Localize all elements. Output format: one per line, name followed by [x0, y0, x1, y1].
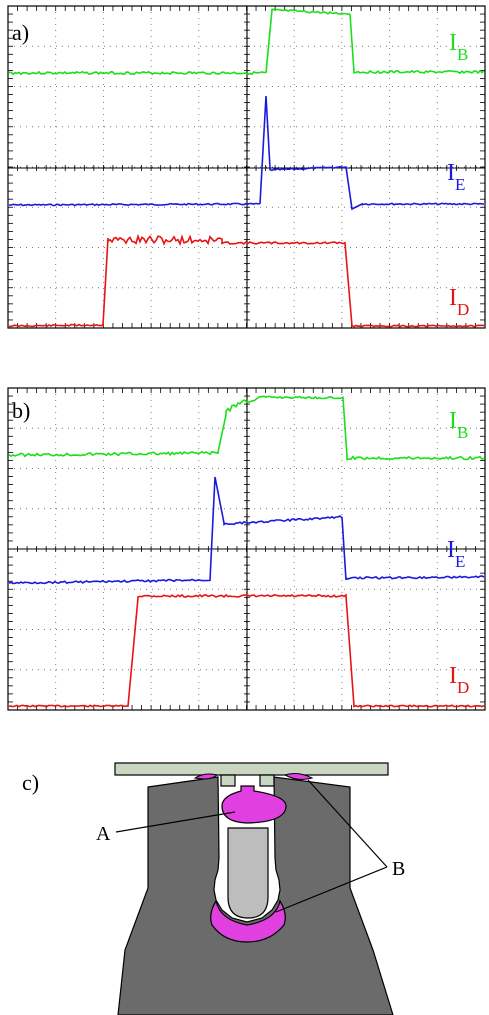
- panel-b-ib-label: IB: [449, 408, 468, 442]
- callout-a-line: [115, 811, 236, 833]
- callout-a-text: A: [96, 823, 111, 845]
- panel-b: b) IB IE ID: [7, 387, 486, 711]
- panel-a-traces: [8, 8, 485, 328]
- plasma-spot-right: [283, 773, 314, 780]
- inner-electrode: [227, 827, 269, 919]
- plasma-spot-left: [193, 773, 219, 780]
- panel-a-trace-id: [8, 233, 485, 328]
- panel-b-trace-ib: [8, 395, 485, 461]
- panel-b-grid: [7, 387, 486, 711]
- panel-a-label: a): [12, 20, 29, 45]
- panel-c: c) A B: [22, 762, 405, 1015]
- panel-c-label: c): [22, 770, 39, 795]
- panel-a-ib-label: IB: [449, 30, 468, 64]
- plasma-crescent: [210, 899, 286, 943]
- callout-b-text: B: [392, 858, 405, 880]
- panel-a-trace-ib: [8, 8, 485, 76]
- panel-b-id-label: ID: [449, 663, 469, 697]
- plate-lip-left: [220, 774, 236, 787]
- panel-b-trace-id: [8, 593, 485, 708]
- panel-b-traces: [8, 395, 485, 708]
- panel-b-label: b): [12, 398, 30, 423]
- top-plate: [114, 762, 389, 776]
- panel-a-ie-label: IE: [447, 160, 465, 194]
- callout-b-line-upper: [307, 779, 388, 868]
- callout-b-line-lower: [275, 866, 388, 913]
- panel-a: a) IB IE ID: [7, 5, 486, 329]
- panel-b-trace-ie: [8, 476, 485, 585]
- panel-a-id-label: ID: [449, 285, 469, 319]
- panel-b-ie-label: IE: [447, 537, 465, 571]
- plasma-region-a: [221, 785, 287, 824]
- plate-lip-right: [259, 774, 275, 787]
- cathode-body: [117, 776, 394, 1015]
- panel-a-trace-ie: [8, 95, 485, 211]
